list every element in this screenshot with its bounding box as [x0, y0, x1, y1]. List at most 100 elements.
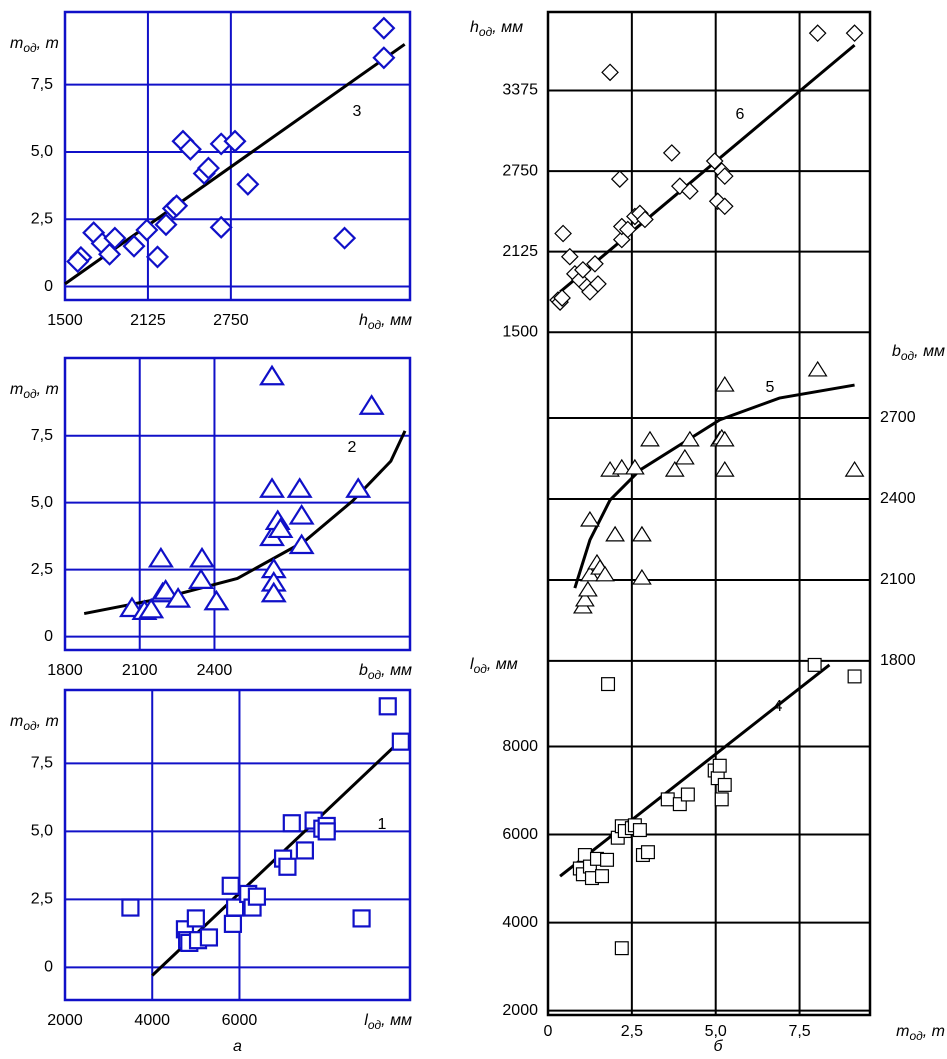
axis-symbol: m — [896, 1023, 909, 1040]
marker-square — [226, 898, 245, 917]
marker-diamond — [66, 249, 90, 274]
trend-label: 6 — [736, 106, 745, 123]
marker-triangle — [152, 578, 179, 600]
marker-diamond — [586, 254, 604, 273]
marker-diamond — [372, 46, 396, 70]
marker-triangle — [345, 477, 372, 498]
marker-diamond — [681, 182, 699, 201]
x-tick-label: 7,5 — [788, 1023, 810, 1040]
marker-triangle — [288, 503, 315, 525]
marker-diamond — [178, 137, 202, 161]
marker-diamond — [601, 63, 619, 82]
x-axis-label: lод, мм — [364, 1012, 412, 1032]
marker-triangle — [640, 430, 660, 447]
trend-line — [64, 43, 406, 286]
y-tick-label: 0 — [44, 959, 53, 976]
marker-diamond — [715, 167, 734, 185]
axis-unit: , т — [923, 1023, 945, 1040]
marker-square — [632, 823, 647, 838]
marker-triangle — [138, 597, 165, 619]
y-tick-label: 2100 — [880, 571, 916, 588]
y-tick-label: 2750 — [502, 162, 538, 179]
trend-line — [573, 383, 855, 589]
marker-diamond — [209, 215, 233, 239]
trend-line — [83, 430, 407, 616]
axis-symbol: b — [359, 662, 368, 679]
marker-triangle — [165, 587, 192, 608]
axis-unit: , т — [37, 381, 59, 398]
axis-subscript: од — [901, 349, 915, 363]
y-axis-label: mод, т — [10, 713, 59, 733]
marker-triangle — [189, 546, 215, 568]
axis-unit: , мм — [487, 656, 518, 673]
x-tick-label: 5,0 — [705, 1023, 727, 1040]
marker-triangle — [286, 477, 313, 498]
plot-frame — [546, 10, 872, 1017]
axis-unit: , т — [37, 713, 59, 730]
marker-triangle — [575, 590, 595, 607]
y-tick-label: 5,0 — [31, 823, 53, 840]
x-tick-label: 2000 — [47, 1012, 83, 1029]
marker-square — [391, 732, 410, 751]
marker-triangle — [664, 460, 685, 477]
marker-diamond — [333, 226, 357, 250]
trend-line — [559, 663, 831, 878]
y-tick-label: 6000 — [502, 826, 538, 843]
axis-subscript: од — [909, 1029, 923, 1043]
y-tick-label: 2,5 — [31, 891, 53, 908]
y-axis-label: hод, мм — [470, 19, 523, 39]
x-tick-label: 0 — [544, 1023, 553, 1040]
axis-subscript: од — [368, 318, 382, 332]
marker-square — [807, 657, 822, 672]
marker-diamond — [553, 289, 571, 307]
marker-square — [640, 845, 655, 860]
marker-triangle — [611, 458, 632, 475]
marker-diamond — [574, 261, 592, 279]
marker-square — [712, 758, 727, 773]
marker-square — [223, 914, 243, 933]
marker-triangle — [147, 546, 174, 568]
axis-symbol: l — [364, 1012, 368, 1029]
marker-diamond — [145, 245, 170, 269]
x-tick-label: 2750 — [213, 312, 249, 329]
marker-diamond — [618, 220, 637, 239]
panel-caption: а — [233, 1038, 242, 1055]
axis-symbol: l — [470, 656, 474, 673]
axis-subscript: од — [23, 41, 37, 55]
axis-symbol: h — [470, 19, 479, 36]
panel-caption: б — [714, 1038, 724, 1055]
marker-diamond — [236, 172, 260, 196]
y-tick-label: 2,5 — [31, 210, 53, 227]
x-tick-label: 6000 — [222, 1012, 258, 1029]
axis-subscript: од — [23, 387, 37, 401]
marker-square — [595, 869, 610, 884]
marker-square — [717, 777, 732, 792]
axis-unit: , мм — [381, 662, 412, 679]
axis-unit: , мм — [381, 312, 412, 329]
marker-triangle — [714, 375, 735, 392]
marker-triangle — [807, 360, 828, 377]
marker-square — [601, 677, 616, 692]
marker-square — [199, 928, 219, 947]
axis-unit: , т — [37, 35, 59, 52]
y-axis-label: mод, т — [10, 381, 59, 401]
marker-triangle — [624, 458, 645, 475]
marker-triangle — [188, 568, 214, 589]
x-tick-label: 1500 — [47, 312, 83, 329]
y-tick-label: 5,0 — [31, 143, 53, 160]
marker-diamond — [808, 24, 827, 42]
marker-diamond — [589, 275, 607, 293]
plot-frame — [63, 10, 412, 302]
marker-diamond — [670, 177, 689, 196]
marker-triangle — [714, 430, 735, 447]
marker-diamond — [223, 129, 247, 153]
marker-triangle — [580, 510, 600, 527]
marker-diamond — [715, 197, 734, 216]
axis-symbol: m — [10, 35, 23, 52]
marker-square — [352, 909, 371, 928]
marker-square — [714, 792, 729, 807]
x-axis-label: hод, мм — [359, 312, 412, 332]
axis-subscript: од — [368, 1018, 382, 1032]
y-tick-label: 8000 — [502, 738, 538, 755]
